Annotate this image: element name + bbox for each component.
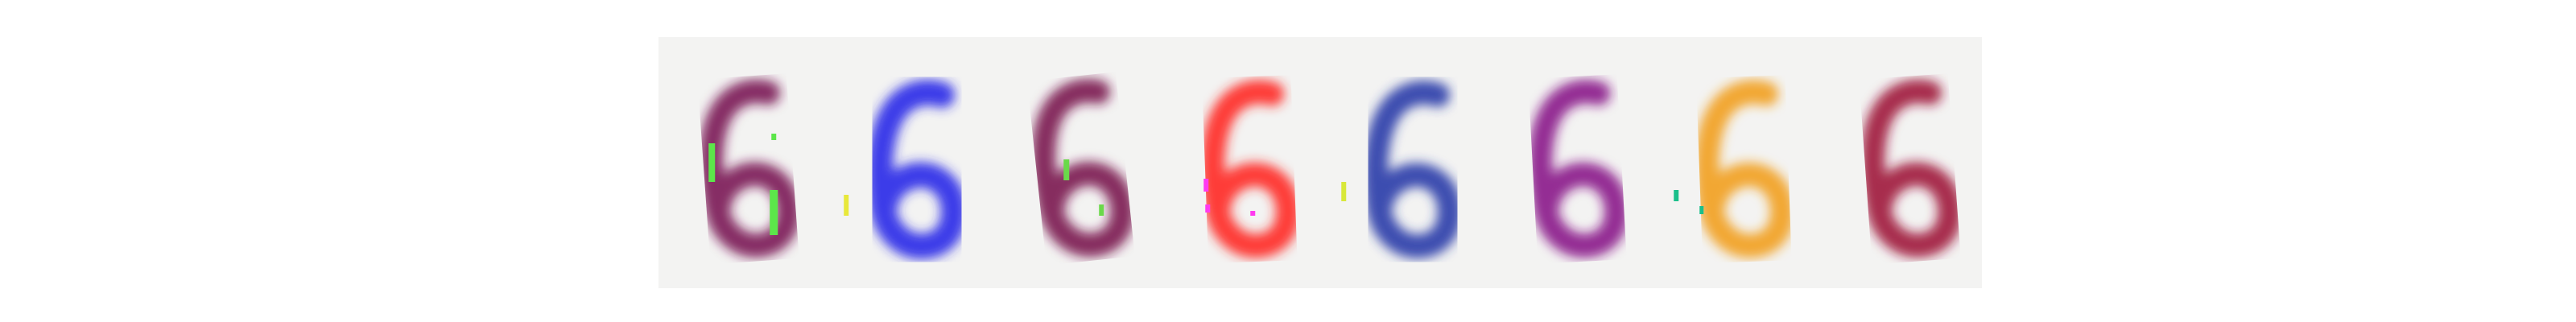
noise-artifact [771, 134, 776, 140]
handwritten-digit-six [1486, 37, 1652, 288]
handwritten-digit-six [1817, 37, 1983, 288]
handwritten-digit-six [658, 37, 824, 288]
noise-artifact [1674, 190, 1678, 201]
digit-tile-2 [824, 37, 990, 288]
noise-artifact [1341, 182, 1346, 201]
digit-tile-7 [1651, 37, 1817, 288]
noise-artifact [844, 195, 848, 216]
digit-tile-5 [1320, 37, 1486, 288]
digit-sample-strip [658, 37, 1982, 288]
noise-artifact [1699, 206, 1703, 214]
handwritten-digit-six [1651, 37, 1817, 288]
noise-artifact [1099, 204, 1104, 216]
handwritten-digit-six [1155, 37, 1321, 288]
digit-tile-4 [1155, 37, 1321, 288]
noise-artifact [770, 190, 778, 235]
noise-artifact [1063, 159, 1069, 180]
handwritten-digit-six [1320, 37, 1486, 288]
handwritten-digit-six [824, 37, 990, 288]
digit-tile-3 [989, 37, 1155, 288]
noise-artifact [1250, 211, 1255, 216]
noise-artifact [1205, 204, 1210, 213]
digit-tile-1 [658, 37, 824, 288]
noise-artifact [1203, 179, 1208, 192]
digit-tile-6 [1486, 37, 1652, 288]
noise-artifact [708, 143, 715, 182]
digit-tile-8 [1817, 37, 1983, 288]
handwritten-digit-six [989, 37, 1155, 288]
